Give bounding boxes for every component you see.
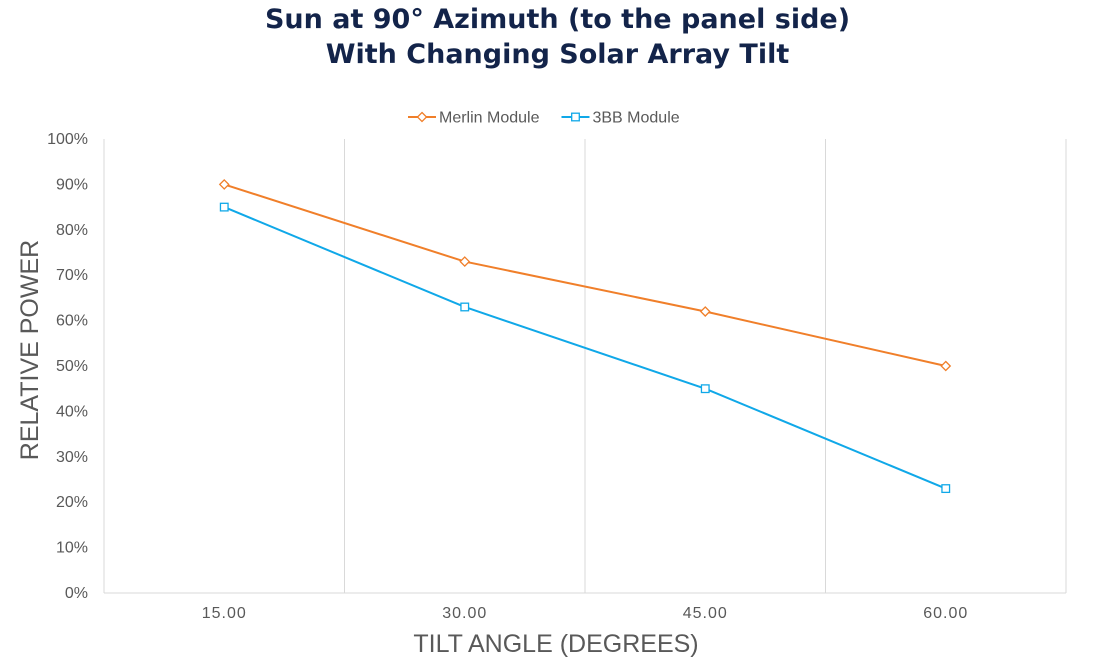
data-point [218, 178, 230, 190]
series-line [223, 206, 947, 490]
legend-marker [416, 111, 428, 123]
series-line [223, 183, 946, 367]
legend-item: 3BB Module [561, 110, 680, 127]
series-merlin-module [218, 178, 952, 372]
x-tick-label: 30.00 [442, 605, 487, 622]
data-point [699, 306, 711, 317]
legend-marker [571, 112, 580, 122]
plot-frame [103, 139, 1067, 594]
chart-title-line-2: With Changing Solar Array Tilt [325, 39, 790, 70]
data-point [941, 484, 951, 494]
y-tick-label: 40% [56, 403, 88, 420]
data-point [459, 256, 471, 267]
y-tick-label: 10% [56, 540, 88, 557]
legend-item: Merlin Module [408, 110, 540, 127]
data-point [219, 202, 229, 212]
gridlines [344, 139, 826, 593]
x-tick-label: 15.00 [202, 605, 247, 622]
data-point [460, 302, 470, 312]
x-axis-ticks: 15.00 30.00 45.00 60.00 [202, 605, 968, 622]
y-tick-label: 100% [47, 131, 88, 148]
data-point [700, 384, 710, 394]
legend: Merlin Module 3BB Module [408, 110, 680, 127]
y-tick-label: 60% [56, 313, 88, 330]
y-tick-label: 20% [56, 494, 88, 511]
x-tick-label: 60.00 [923, 605, 968, 622]
series-layer [218, 178, 952, 494]
y-axis-ticks: 0% 10% 20% 30% 40% 50% 60% 70% 80% 90% 100% [47, 131, 88, 602]
x-tick-label: 45.00 [683, 605, 728, 622]
x-axis-title: TILT ANGLE (DEGREES) [413, 630, 698, 658]
y-axis-title: RELATIVE POWER [16, 240, 44, 460]
chart-title: Sun at 90° Azimuth (to the panel side) W… [0, 2, 1115, 72]
data-point [940, 360, 952, 372]
chart-title-line-1: Sun at 90° Azimuth (to the panel side) [264, 4, 851, 35]
y-tick-label: 70% [56, 267, 88, 284]
y-tick-label: 30% [56, 449, 88, 466]
series-3bb-module [219, 202, 951, 494]
legend-label: 3BB Module [592, 110, 679, 127]
y-tick-label: 50% [56, 358, 88, 375]
y-tick-label: 90% [56, 176, 88, 193]
y-tick-label: 0% [65, 585, 88, 602]
legend-label: Merlin Module [439, 110, 540, 127]
y-tick-label: 80% [56, 222, 88, 239]
